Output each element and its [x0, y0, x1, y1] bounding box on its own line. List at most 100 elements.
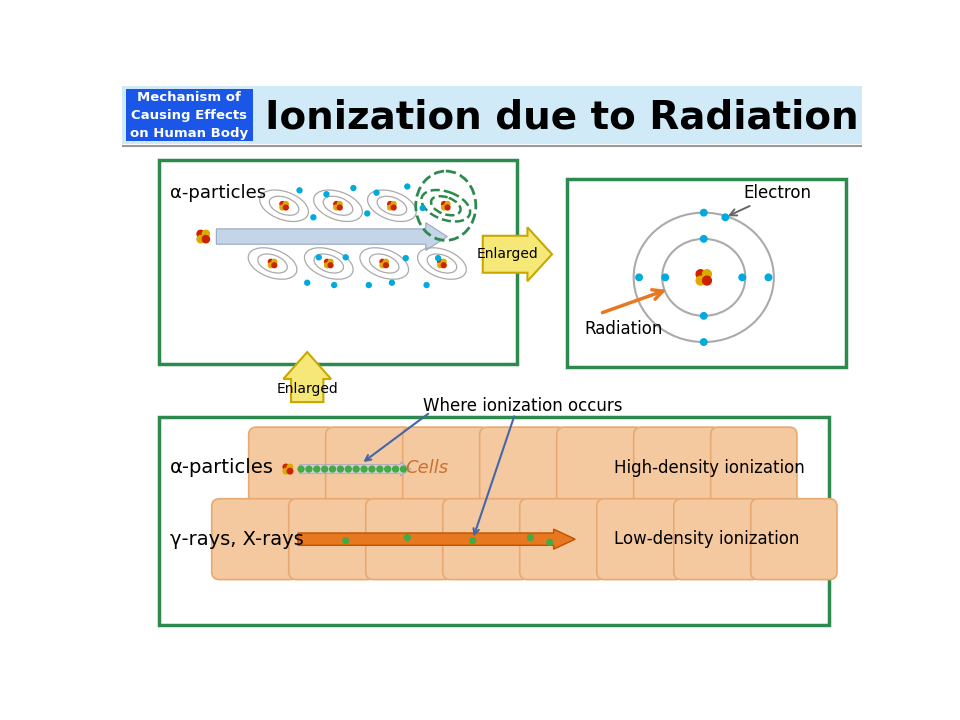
Circle shape [442, 259, 446, 264]
Circle shape [311, 215, 316, 220]
FancyBboxPatch shape [212, 499, 298, 580]
Circle shape [385, 466, 391, 472]
Circle shape [696, 270, 705, 279]
FancyBboxPatch shape [751, 499, 837, 580]
Circle shape [365, 211, 370, 216]
Circle shape [392, 205, 396, 210]
Text: α-particles: α-particles [170, 458, 274, 477]
FancyBboxPatch shape [249, 427, 335, 508]
Text: High-density ionization: High-density ionization [613, 459, 804, 477]
Circle shape [388, 202, 393, 207]
Circle shape [380, 263, 385, 268]
Circle shape [203, 235, 209, 243]
Circle shape [442, 202, 446, 207]
Circle shape [636, 274, 642, 281]
FancyBboxPatch shape [289, 499, 375, 580]
FancyBboxPatch shape [325, 427, 412, 508]
Circle shape [287, 468, 293, 474]
Circle shape [283, 202, 288, 207]
Circle shape [328, 263, 333, 268]
Circle shape [283, 464, 289, 470]
Circle shape [703, 276, 711, 285]
FancyBboxPatch shape [634, 427, 720, 508]
Circle shape [329, 466, 335, 472]
Circle shape [367, 282, 372, 287]
Circle shape [280, 202, 285, 207]
Circle shape [393, 466, 398, 472]
Circle shape [334, 205, 339, 210]
Text: γ-rays, X-rays: γ-rays, X-rays [170, 530, 304, 549]
Circle shape [701, 339, 707, 346]
Text: Ionization due to Radiation: Ionization due to Radiation [265, 98, 858, 136]
Circle shape [328, 259, 333, 264]
FancyArrow shape [283, 352, 331, 402]
FancyBboxPatch shape [674, 499, 760, 580]
FancyArrow shape [483, 228, 552, 282]
FancyArrow shape [298, 529, 575, 549]
Circle shape [324, 192, 329, 197]
Circle shape [436, 256, 441, 261]
Circle shape [283, 205, 288, 210]
Circle shape [662, 274, 668, 281]
Circle shape [297, 188, 302, 193]
Circle shape [405, 184, 410, 189]
Text: Mechanism of
Causing Effects
on Human Body: Mechanism of Causing Effects on Human Bo… [131, 91, 249, 140]
Circle shape [404, 535, 410, 541]
Circle shape [701, 312, 707, 319]
Circle shape [442, 205, 446, 210]
Circle shape [384, 263, 389, 268]
FancyArrow shape [216, 222, 447, 251]
Circle shape [324, 263, 329, 268]
Bar [127, 89, 253, 141]
Circle shape [438, 259, 443, 264]
Circle shape [344, 255, 348, 260]
Circle shape [388, 205, 393, 210]
Text: Low-density ionization: Low-density ionization [613, 530, 799, 548]
FancyBboxPatch shape [402, 427, 489, 508]
Circle shape [392, 202, 396, 207]
Circle shape [374, 190, 379, 195]
FancyBboxPatch shape [557, 427, 643, 508]
Circle shape [306, 466, 312, 472]
Bar [123, 86, 861, 144]
Circle shape [269, 259, 274, 264]
Text: Enlarged: Enlarged [476, 247, 539, 261]
Circle shape [445, 205, 450, 210]
Text: Enlarged: Enlarged [276, 382, 338, 396]
Circle shape [438, 263, 443, 268]
Circle shape [701, 235, 707, 242]
Circle shape [384, 259, 389, 264]
Circle shape [343, 538, 348, 544]
Circle shape [280, 205, 285, 210]
Circle shape [269, 263, 274, 268]
Circle shape [299, 466, 304, 472]
Circle shape [445, 202, 450, 207]
Circle shape [420, 206, 425, 210]
Circle shape [442, 263, 446, 268]
Circle shape [739, 274, 746, 281]
Circle shape [334, 202, 339, 207]
Circle shape [703, 270, 711, 279]
Circle shape [390, 280, 395, 285]
Circle shape [469, 538, 475, 544]
Circle shape [353, 466, 359, 472]
Circle shape [324, 259, 329, 264]
Circle shape [197, 230, 204, 238]
FancyBboxPatch shape [710, 427, 797, 508]
Circle shape [361, 466, 367, 472]
Text: Electron: Electron [730, 184, 811, 215]
Circle shape [528, 535, 534, 541]
Circle shape [377, 466, 383, 472]
Circle shape [701, 210, 707, 216]
Circle shape [696, 276, 705, 285]
Circle shape [197, 235, 204, 243]
Circle shape [322, 466, 327, 472]
Text: α-particles: α-particles [170, 184, 266, 202]
Bar [159, 418, 829, 626]
FancyBboxPatch shape [519, 499, 606, 580]
Circle shape [547, 539, 553, 545]
Circle shape [403, 256, 408, 261]
Bar [159, 160, 517, 364]
Circle shape [400, 466, 406, 472]
Circle shape [304, 280, 310, 285]
